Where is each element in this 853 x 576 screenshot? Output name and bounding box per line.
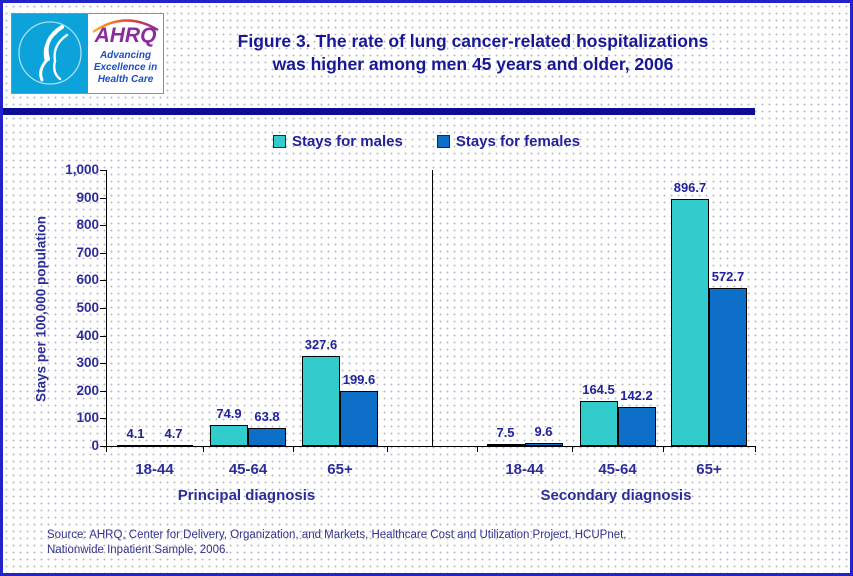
x-group-label: Secondary diagnosis [540,487,692,504]
y-tick [100,390,106,392]
ahrq-tagline: Advancing Excellence in Health Care [88,50,163,86]
bar-males [302,356,340,446]
bar-value-label: 74.9 [216,406,242,421]
x-tick [663,446,664,452]
y-tick-label: 0 [91,438,99,453]
bar-females [709,288,747,446]
ahrq-logo-block: AHRQ Advancing Excellence in Health Care [88,14,163,93]
y-tick-label: 400 [76,327,99,343]
y-tick-label: 200 [76,382,99,398]
legend-label-females: Stays for females [455,133,581,150]
figure-title-line1: Figure 3. The rate of lung cancer-relate… [237,31,709,51]
source-note: Source: AHRQ, Center for Delivery, Organ… [47,528,767,558]
males-swatch-icon [272,135,286,148]
bar-females [617,407,656,446]
x-tick [755,446,756,452]
y-tick [100,446,106,447]
x-category-label: 65+ [327,461,353,478]
x-tick [477,446,478,452]
group-separator-line [432,170,433,446]
y-tick [100,363,106,365]
bar-value-label: 199.6 [342,372,376,387]
bar-value-label: 7.5 [496,425,515,440]
bar-males [486,444,525,446]
x-category-label: 18-44 [505,461,544,478]
bar-value-label: 327.6 [304,337,338,352]
ahrq-wordmark: AHRQ [94,24,157,47]
x-category-label: 45-64 [228,461,268,478]
y-tick-label: 100 [76,410,99,426]
bar-value-label: 142.2 [620,388,653,403]
legend-label-males: Stays for males [291,133,403,150]
bar-males [579,401,618,446]
tagline-line: Health Care [97,74,154,85]
bar-value-label: 164.5 [582,382,615,397]
x-tick [293,446,294,452]
y-tick [100,418,106,420]
bar-males [671,199,709,446]
y-tick [100,335,106,337]
bar-value-label: 896.7 [673,180,707,195]
x-tick [387,446,388,452]
x-category-label: 45-64 [598,461,637,478]
figure-title-line2: was higher among men 45 years and older,… [272,54,674,74]
y-tick [100,225,106,227]
hhs-eagle-icon [12,14,88,93]
y-tick-label: 600 [76,272,99,288]
females-swatch-icon [436,135,450,148]
hhs-logo-block [12,14,88,93]
tagline-line: Excellence in [93,62,158,73]
bar-chart-plot: 0 100 200 300 400 500 600 700 800 900 1,000 4.1 4.7 1… [3,3,850,573]
x-group-label: Principal diagnosis [177,487,316,504]
figure-title: Figure 3. The rate of lung cancer-relate… [153,30,793,76]
bar-males [210,425,248,446]
header-divider [3,108,755,115]
y-tick [100,197,106,199]
y-tick-label: 500 [76,300,99,315]
source-note-line2: Nationwide Inpatient Sample, 2006. [47,544,229,556]
bar-females [248,428,286,446]
bar-value-label: 572.7 [711,269,745,284]
bar-males [116,445,155,447]
y-tick [100,170,106,171]
ahrq-hhs-logo: AHRQ Advancing Excellence in Health Care [11,13,164,94]
tagline-line: Advancing [99,50,152,61]
y-tick-label: 300 [76,355,99,371]
legend-item-males: Stays for males [272,133,403,150]
bar-females [340,391,378,446]
x-tick [572,446,573,452]
bar-females [524,443,563,446]
y-tick [100,252,106,254]
bar-value-label: 63.8 [254,409,280,424]
bar-value-label: 4.1 [126,426,145,441]
x-category-label: 18-44 [135,461,174,478]
bar-value-label: 4.7 [164,426,183,441]
y-axis-line [106,170,107,446]
bar-value-label: 9.6 [534,424,553,439]
y-tick-label: 1,000 [65,162,99,177]
bar-females [154,445,193,447]
x-axis-line [106,446,756,447]
legend-item-females: Stays for females [436,133,581,150]
source-note-line1: Source: AHRQ, Center for Delivery, Organ… [47,529,627,541]
x-tick [203,446,204,452]
y-tick-label: 700 [76,244,99,260]
y-tick [100,280,106,282]
y-tick [100,308,106,309]
y-tick-label: 900 [76,189,99,205]
x-category-label: 65+ [696,461,722,478]
y-tick-label: 800 [76,217,99,233]
x-tick [106,446,107,452]
chart-legend: Stays for males Stays for females [3,133,850,150]
rainbow-arc-icon [92,19,159,33]
